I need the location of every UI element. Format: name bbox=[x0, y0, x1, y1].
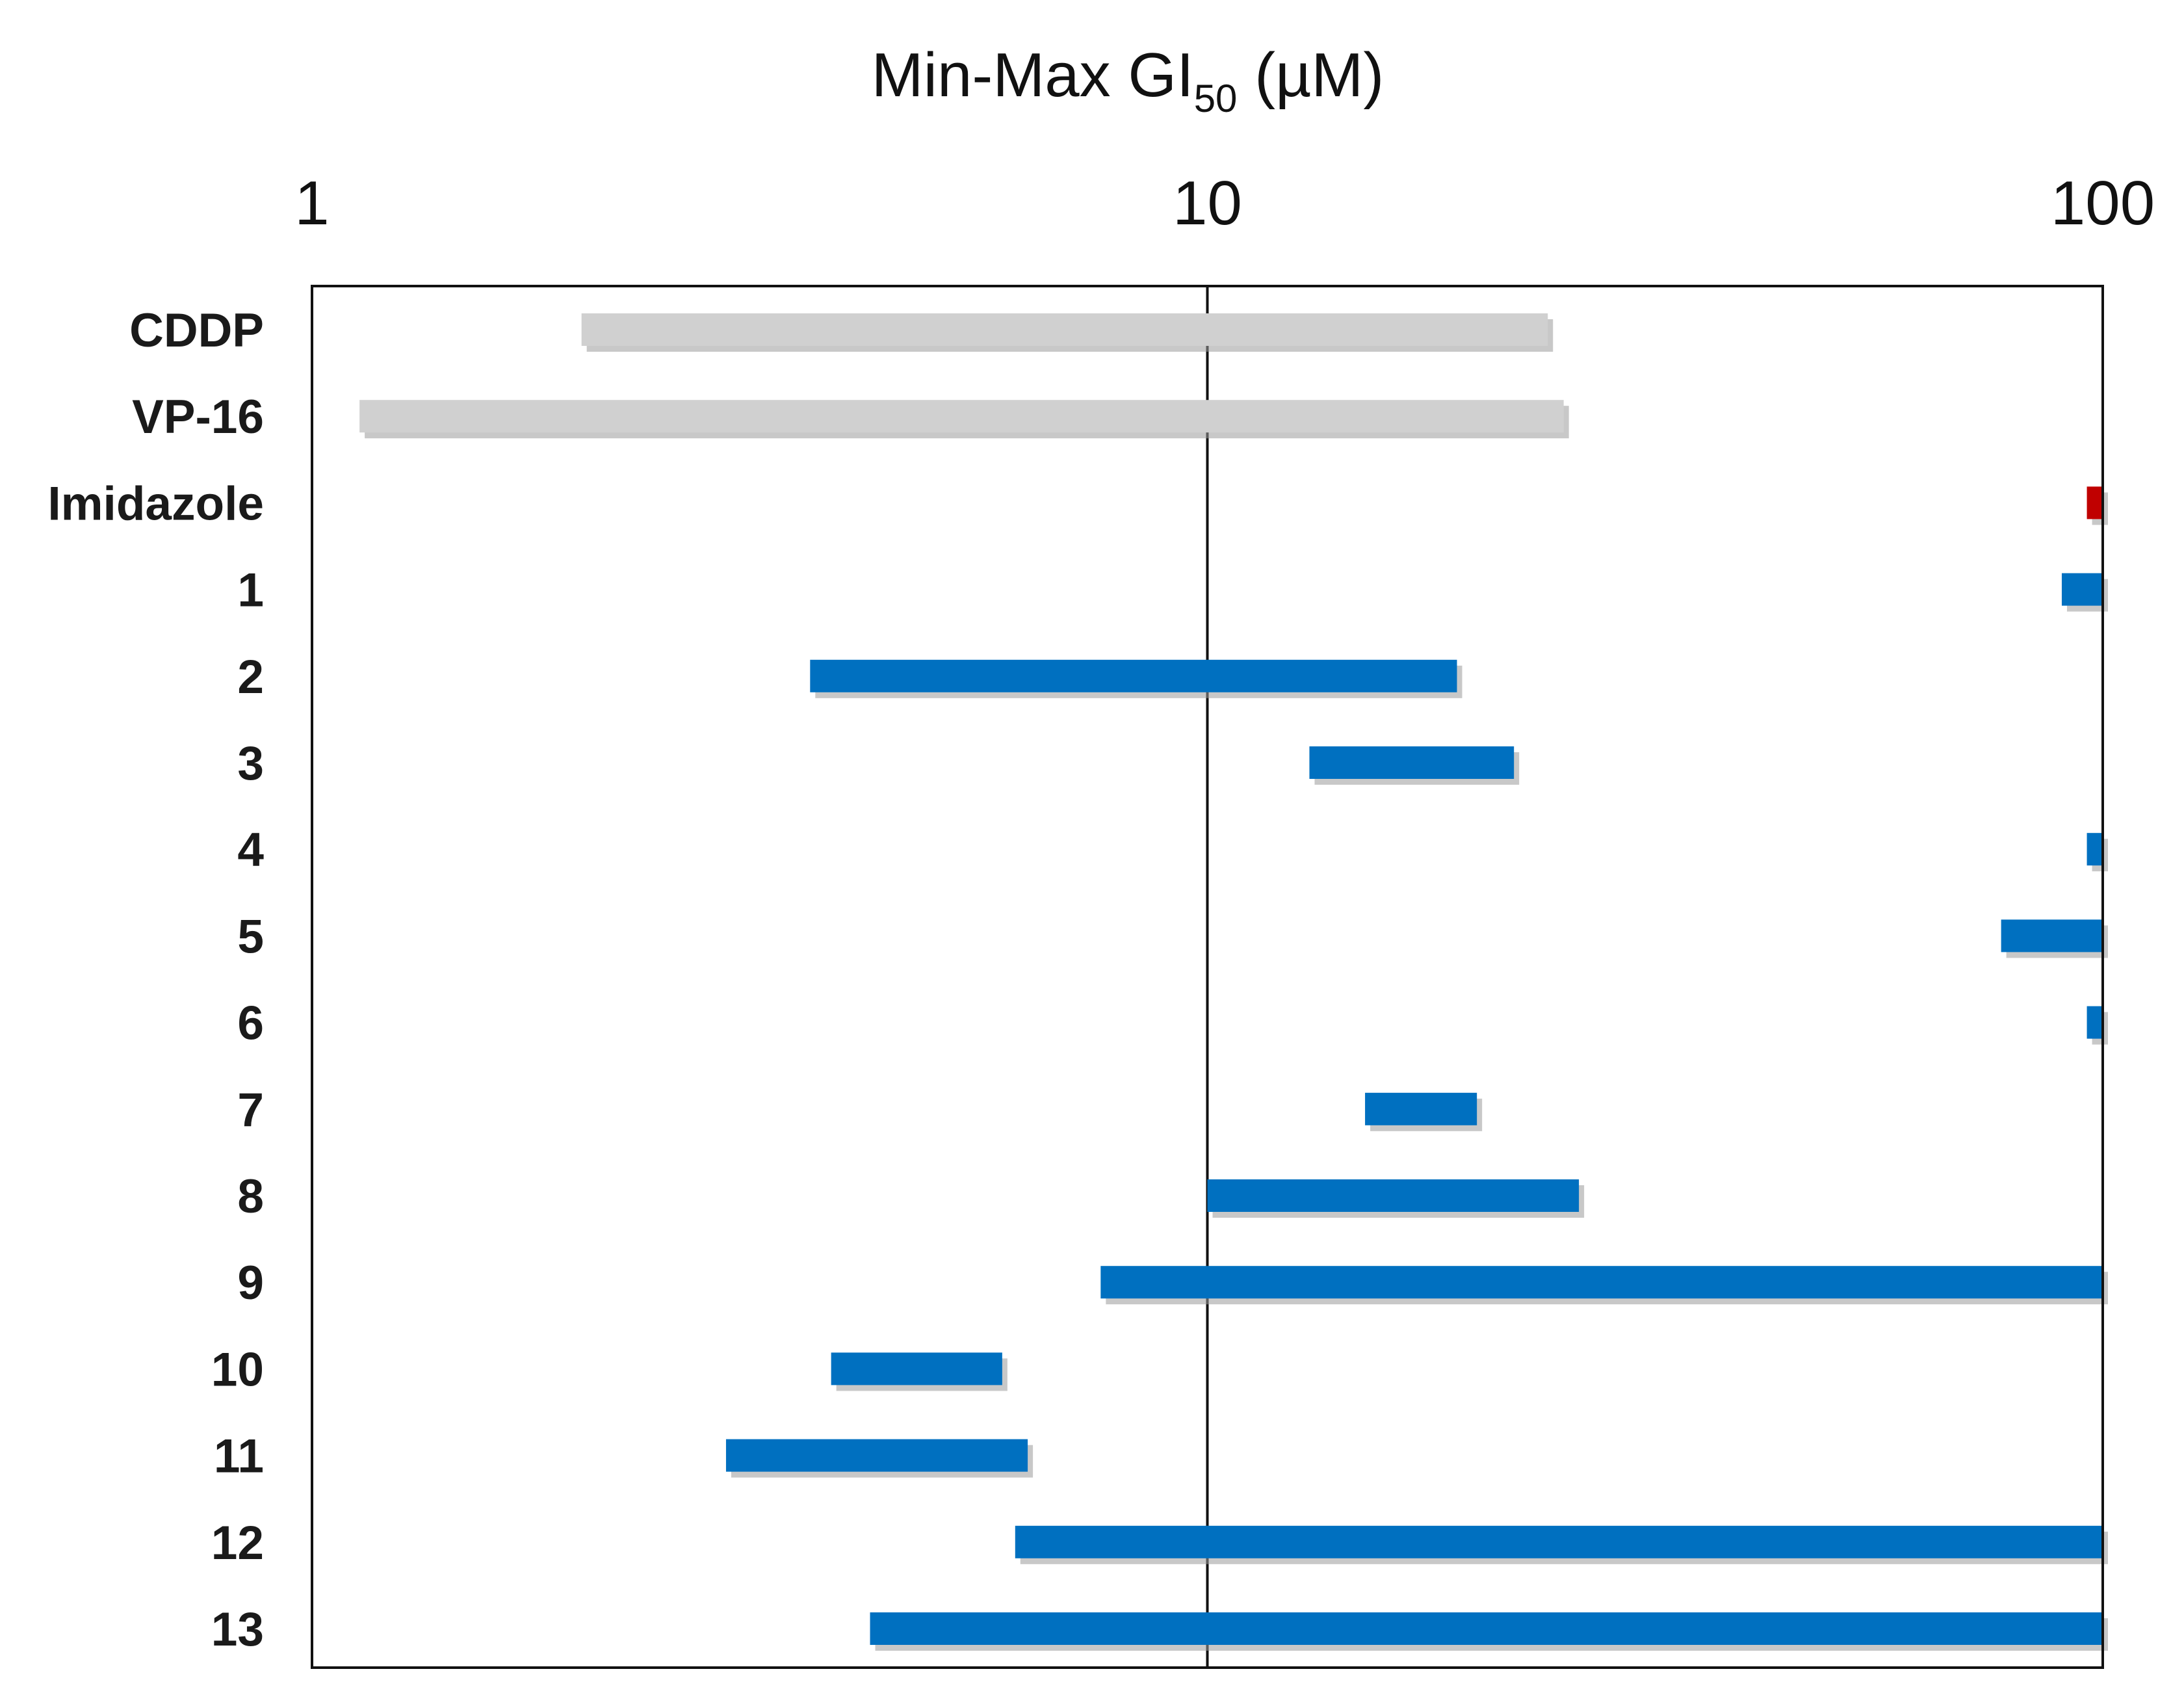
title-main: Min-Max GI bbox=[872, 40, 1194, 110]
category-label: 1 bbox=[237, 564, 264, 617]
category-label: 6 bbox=[237, 997, 264, 1050]
range-bar-cddp bbox=[581, 313, 1548, 346]
category-label: 3 bbox=[237, 737, 264, 790]
range-bar-3 bbox=[1309, 746, 1514, 779]
x-tick-label-0: 1 bbox=[294, 168, 329, 238]
category-label: VP-16 bbox=[132, 391, 264, 443]
category-label: 12 bbox=[211, 1517, 264, 1569]
category-label: 4 bbox=[237, 824, 264, 876]
range-bar-1 bbox=[2061, 573, 2103, 606]
range-bar-vp-16 bbox=[359, 400, 1564, 433]
range-bars bbox=[359, 313, 2108, 1651]
x-tick-label-2: 100 bbox=[2051, 168, 2155, 238]
title-unit: (µM) bbox=[1237, 40, 1384, 110]
range-bar-2 bbox=[810, 659, 1457, 692]
category-label: 9 bbox=[237, 1257, 264, 1309]
range-bar-5 bbox=[2001, 919, 2103, 952]
range-bar-9 bbox=[1100, 1266, 2103, 1299]
category-label: 8 bbox=[237, 1170, 264, 1223]
range-bar-11 bbox=[725, 1439, 1028, 1472]
category-label: CDDP bbox=[129, 304, 264, 357]
range-bar-13 bbox=[870, 1612, 2103, 1645]
plot-area-frame bbox=[311, 285, 2104, 1669]
range-bar-12 bbox=[1015, 1525, 2103, 1558]
x-tick-label-1: 10 bbox=[1173, 168, 1242, 238]
range-bar-7 bbox=[1365, 1092, 1477, 1125]
category-label: Imidazole bbox=[47, 477, 264, 530]
category-label: 7 bbox=[237, 1084, 264, 1136]
range-bar-4 bbox=[2086, 833, 2103, 866]
range-bar-6 bbox=[2086, 1006, 2103, 1039]
category-label: 11 bbox=[214, 1430, 264, 1483]
chart-title: Min-Max GI50 (µM) bbox=[872, 40, 1384, 120]
range-bar-8 bbox=[1207, 1179, 1580, 1212]
category-label: 5 bbox=[237, 910, 264, 963]
category-label: 10 bbox=[211, 1343, 264, 1396]
category-label: 2 bbox=[237, 651, 264, 703]
category-label: 13 bbox=[211, 1603, 264, 1656]
range-bar-10 bbox=[831, 1352, 1002, 1385]
range-bar-imidazole bbox=[2086, 486, 2103, 519]
x-axis-tick-labels: 1 10 100 bbox=[294, 168, 2155, 238]
title-subscript: 50 bbox=[1194, 77, 1238, 120]
